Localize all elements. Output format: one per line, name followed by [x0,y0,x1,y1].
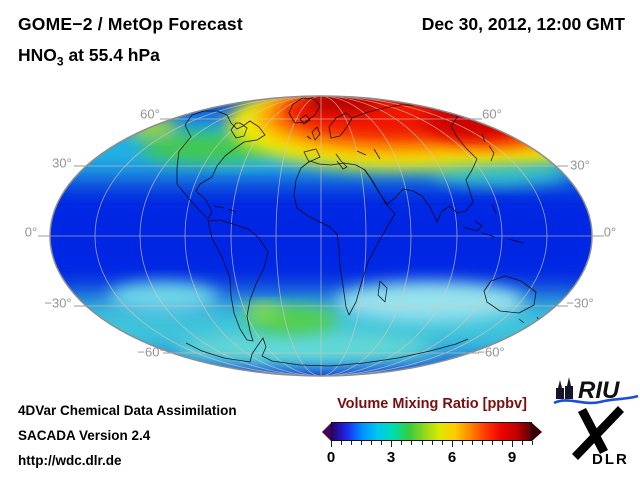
caribbean-islands [213,205,237,213]
graticule-line [230,96,322,376]
iberia [303,148,321,163]
species-subscript: 3 [56,54,64,69]
footer-line-url: http://wdc.dlr.de [18,453,122,468]
colorbar-tick [491,441,493,445]
latitude-label-right-m60: −60° [477,344,505,360]
colorbar-tick-label-0: 0 [326,449,336,466]
colorbar-tick [341,441,343,445]
footer: 4DVar Chemical Data Assimilation SACADA … [18,398,237,473]
colorbar-tick [471,441,473,445]
riu-logo: RIU [553,377,639,405]
colorbar-tick [391,441,393,447]
latitude-label-left-m30: −30° [44,295,72,311]
graticule [50,96,592,376]
datetime-label: Dec 30, 2012, 12:00 GMT [421,14,625,34]
hudson-bay [230,122,248,139]
colorbar-tick-label-3: 3 [386,449,396,466]
continent-africa [293,160,396,316]
latitude-label-left-0: 0° [24,224,38,240]
logos: RIU DLR [553,377,639,468]
australia [483,275,537,314]
colorbar-tick [532,441,533,445]
colorbar-tick [461,441,463,445]
latitude-label-right-m30: −30° [566,295,594,311]
colorbar-tick [511,441,513,447]
antarctica [185,337,469,367]
scandinavia [328,112,353,139]
level-text: at 55.4 hPa [63,45,160,65]
colorbar-tick [381,441,383,445]
colorbar: Volume Mixing Ratio [ppbv] 0 3 6 9 [322,396,542,467]
indonesia-new-guinea [462,220,525,244]
continent-south-america [207,219,269,342]
dlr-logo: DLR [572,406,629,468]
italy [335,153,348,170]
colorbar-tick [371,441,373,445]
latitude-label-left-60: 60° [140,106,160,122]
colorbar-tick [401,441,403,445]
species-prefix: HNO [18,45,57,65]
colorbar-tick [481,441,483,445]
colorbar-tick [411,441,413,445]
colorbar-tick [351,441,353,445]
colorbar-tick-label-9: 9 [507,449,517,466]
header-left: GOME−2 / MetOp Forecast HNO3 at 55.4 hPa [18,14,243,69]
field-blob [108,282,218,312]
page-title: GOME−2 / MetOp Forecast [18,14,243,34]
latitude-label-right-60: 60° [482,106,502,122]
species-level-label: HNO3 at 55.4 hPa [18,45,243,69]
field-blob [335,282,525,322]
colorbar-tick [421,441,423,445]
dlr-text: DLR [592,451,629,468]
colorbar-tick [501,441,503,445]
graticule-line [320,96,367,376]
black-caspian-seas [356,148,381,160]
map-border [49,95,593,377]
philippines [491,203,497,214]
riu-wave-underline [553,394,639,405]
colorbar-tick [441,441,443,445]
graticule-line [320,96,412,376]
colorbar-tick-label-6: 6 [447,449,457,466]
graticule-line [94,96,322,376]
latitude-ticks [38,118,604,354]
continent-north-america [176,110,266,220]
asia-east-coast [402,115,478,223]
colorbar-tick-labels: 0 3 6 9 [327,449,533,467]
latitude-label-right-30: 30° [570,157,590,173]
colorbar-left-arrow [322,422,331,441]
colorbar-tick [431,441,433,445]
cathedral-icon [556,377,573,399]
graticule-line [320,96,548,376]
colorbar-tick [451,441,453,447]
colorbar-tick [361,441,363,445]
graticule-line [320,96,503,376]
colorbar-title: Volume Mixing Ratio [ppbv] [337,396,527,412]
footer-line-assimilation: 4DVar Chemical Data Assimilation [18,403,237,418]
latitude-label-left-30: 30° [52,155,72,171]
field-blob [175,331,435,365]
dlr-logo-mark [572,406,624,460]
colorbar-minor-ticks [331,441,533,449]
colorbar-tick [521,441,523,445]
colorbar-tick [331,441,332,447]
graticule-line [184,96,322,376]
footer-line-version: SACADA Version 2.4 [18,428,151,443]
latitude-label-right-0: 0° [603,224,617,240]
field-blob [50,188,592,288]
latitude-label-left-m60: −60° [137,344,165,360]
iceland [299,114,311,125]
colorbar-right-arrow [532,422,542,441]
arabia [363,168,404,205]
british-isles [306,126,321,141]
greenland [288,97,321,124]
graticule-line [275,96,322,376]
madagascar [377,280,388,303]
continent-outlines [176,97,551,367]
colorbar-gradient [331,422,532,441]
field-blob [245,303,281,319]
japan [481,133,495,162]
